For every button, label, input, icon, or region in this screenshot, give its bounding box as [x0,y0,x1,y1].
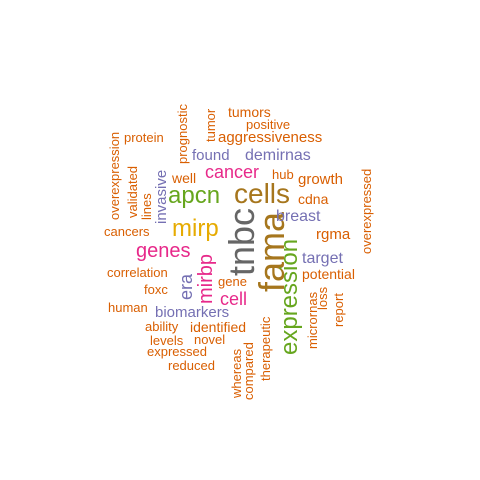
word-mirp: mirp [172,215,219,242]
word-protein: protein [124,130,164,145]
word-cell: cell [220,289,248,309]
word-cancers: cancers [104,224,150,239]
word-cancer: cancer [205,162,260,182]
word-genes: genes [136,240,191,262]
word-ability: ability [145,319,179,334]
word-found: found [192,147,230,164]
word-correlation: correlation [107,265,168,280]
word-well: well [172,170,197,186]
word-overexpression: overexpression [107,131,122,220]
word-era: era [176,273,196,300]
word-report: report [331,293,346,327]
word-expressed: expressed [147,344,207,359]
word-expression: expression [276,238,303,355]
word-novel: novel [194,332,226,347]
word-target: target [302,250,343,267]
word-lines: lines [139,193,154,220]
word-potential: potential [302,266,355,282]
word-overexpressed: overexpressed [359,168,374,254]
word-identified: identified [190,319,247,335]
word-demirnas: demirnas [245,147,311,164]
word-validated: validated [125,165,140,218]
word-breast: breast [276,208,321,225]
word-growth: growth [298,171,344,188]
word-aggressiveness: aggressiveness [218,129,323,146]
word-rgma: rgma [316,226,351,243]
word-compared: compared [241,342,256,400]
word-levels: levels [150,333,184,348]
word-tumors: tumors [228,104,271,120]
word-invasive: invasive [153,169,170,224]
word-prognostic: prognostic [175,104,190,164]
word-loss: loss [315,286,330,310]
word-apcn: apcn [168,182,221,209]
word-gene: gene [218,274,247,289]
word-tumor: tumor [203,108,218,142]
word-cells: cells [234,178,291,209]
word-foxc: foxc [144,282,168,297]
word-human: human [108,300,148,315]
word-positive: positive [246,117,291,132]
word-cdna: cdna [298,191,329,207]
word-therapeutic: therapeutic [258,316,273,381]
word-hub: hub [272,167,294,182]
word-biomarkers: biomarkers [155,304,230,321]
word-reduced: reduced [168,358,215,373]
word-mirbp: mirbp [195,253,217,304]
